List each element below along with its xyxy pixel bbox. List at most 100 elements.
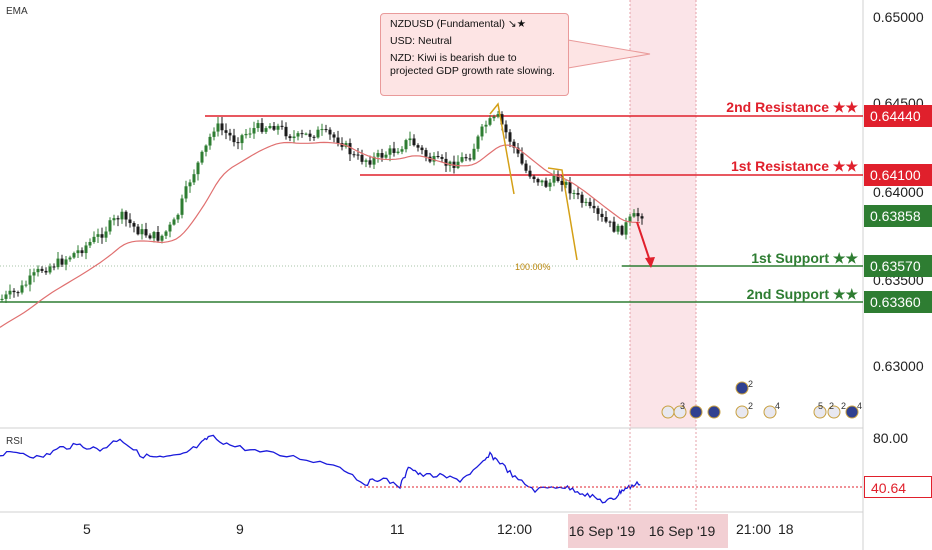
- candle-body: [560, 180, 564, 185]
- candle-body: [280, 125, 284, 127]
- candle-body: [316, 129, 320, 138]
- event-count: 2: [841, 401, 847, 411]
- candle-body: [628, 216, 632, 223]
- candle-body: [224, 130, 228, 133]
- candle-body: [588, 201, 592, 206]
- candle-body: [524, 163, 528, 171]
- candle-body: [296, 133, 300, 137]
- candle-body: [420, 147, 424, 151]
- candle-body: [304, 133, 308, 135]
- candle-body: [160, 235, 164, 241]
- x-highlight-start[interactable]: 16 Sep '19: [568, 514, 636, 548]
- x-highlight-end[interactable]: 16 Sep '19: [636, 514, 728, 548]
- us-flag-icon: [763, 405, 777, 419]
- candle-body: [20, 285, 24, 293]
- rsi-current: 40.64: [864, 476, 932, 498]
- economic-events[interactable]: [661, 381, 859, 419]
- x-tick: 11: [390, 521, 405, 537]
- x-tick: 18: [778, 521, 794, 537]
- candle-body: [520, 153, 524, 164]
- candle-body: [516, 147, 520, 154]
- candle-body: [204, 145, 208, 152]
- candle-body: [464, 157, 468, 159]
- candle-body: [492, 116, 496, 119]
- candle-body: [584, 201, 588, 203]
- candle-body: [300, 133, 304, 135]
- candle-body: [36, 268, 40, 273]
- candle-body: [328, 129, 332, 135]
- candle-body: [56, 258, 60, 268]
- candle-body: [532, 176, 536, 180]
- candle-body: [360, 154, 364, 162]
- candle-body: [44, 270, 48, 273]
- candle-body: [568, 182, 572, 194]
- candle-body: [312, 136, 316, 138]
- candle-body: [84, 245, 88, 254]
- candle-body: [324, 129, 328, 131]
- candle-body: [308, 133, 312, 137]
- candle-body: [596, 208, 600, 214]
- callout-usd: USD: Neutral: [390, 35, 452, 47]
- candle-body: [32, 272, 36, 276]
- nz-flag-icon: [845, 405, 859, 419]
- candle-body: [128, 219, 132, 224]
- x-time-label: 21:00: [736, 521, 772, 537]
- candle-body: [496, 114, 500, 117]
- candle-body: [120, 211, 124, 220]
- candle-body: [256, 123, 260, 129]
- event-count: 2: [748, 379, 754, 389]
- candle-body: [52, 266, 56, 268]
- candle-body: [72, 253, 76, 258]
- candle-body: [268, 126, 272, 129]
- candle-body: [380, 153, 384, 158]
- candle-body: [104, 231, 108, 238]
- us-flag-icon: [735, 405, 749, 419]
- candle-body: [592, 205, 596, 209]
- candle-body: [624, 222, 628, 235]
- rsi-line: [0, 434, 641, 504]
- candle-body: [392, 148, 396, 153]
- us-flag-icon: [827, 405, 841, 419]
- resistance-1-label: 1st Resistance ★★: [730, 158, 858, 174]
- candle-body: [456, 161, 460, 168]
- candle-body: [448, 161, 452, 166]
- candle-body: [412, 138, 416, 146]
- candle-body: [480, 126, 484, 137]
- candle-body: [504, 124, 508, 133]
- candle-body: [184, 186, 188, 199]
- candle-body: [196, 162, 200, 175]
- candle-body: [376, 153, 380, 157]
- candle-body: [76, 250, 80, 254]
- candle-body: [176, 214, 180, 220]
- candle-body: [12, 290, 16, 293]
- resistance-2-price: 0.64440: [864, 105, 932, 127]
- candles: [0, 111, 644, 303]
- candle-body: [8, 290, 12, 295]
- ema-indicator-label[interactable]: EMA: [6, 6, 28, 17]
- candle-body: [220, 123, 224, 131]
- candle-body: [432, 156, 436, 162]
- x-tick: 9: [236, 521, 244, 537]
- candle-body: [148, 235, 152, 239]
- candle-body: [192, 174, 196, 183]
- y-tick: 0.64000: [873, 184, 924, 200]
- candle-body: [540, 180, 544, 183]
- candle-body: [364, 160, 368, 162]
- candle-body: [488, 118, 492, 125]
- candle-body: [472, 148, 476, 160]
- candle-body: [600, 213, 604, 218]
- event-count: 3: [680, 401, 686, 411]
- candle-body: [116, 218, 120, 220]
- candle-body: [216, 123, 220, 132]
- candle-body: [276, 125, 280, 130]
- ema-line: [0, 141, 641, 328]
- candle-body: [212, 131, 216, 137]
- candle-body: [156, 232, 160, 241]
- candle-body: [0, 298, 4, 300]
- fundamental-callout: NZDUSD (Fundamental) ↘★ USD: Neutral NZD…: [380, 13, 569, 96]
- rsi-indicator-label[interactable]: RSI: [6, 436, 23, 447]
- candle-body: [612, 221, 616, 232]
- candle-body: [356, 154, 360, 156]
- candle-body: [80, 250, 84, 254]
- candle-body: [284, 126, 288, 137]
